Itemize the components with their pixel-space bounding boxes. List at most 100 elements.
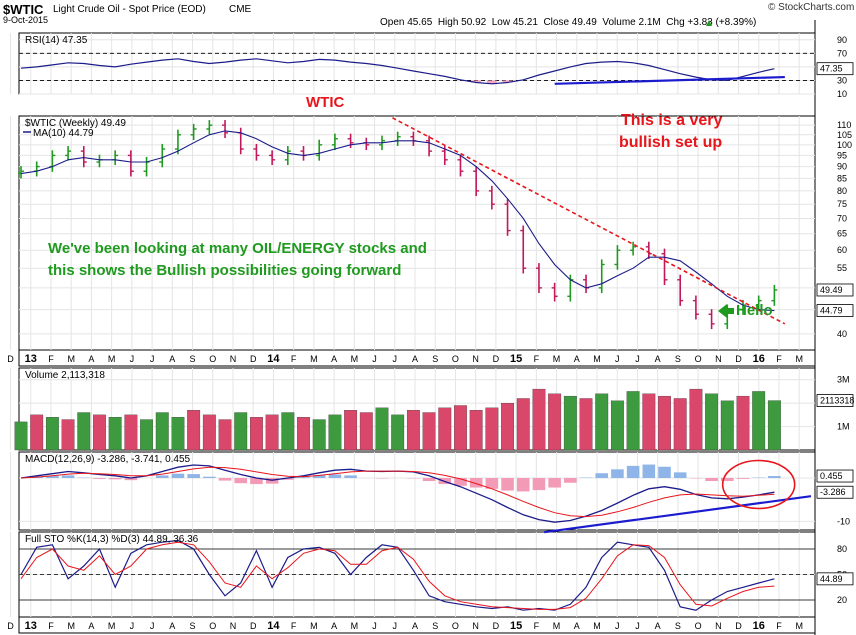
macd-histogram-bar bbox=[108, 478, 122, 480]
ohlc-bar bbox=[661, 248, 668, 285]
ohlc-bar bbox=[708, 309, 715, 330]
macd-histogram-bar bbox=[564, 478, 577, 483]
x-tick-label-top: J bbox=[150, 354, 155, 364]
header-date: 9-Oct-2015 bbox=[3, 15, 49, 25]
annotation-bullish-2: bullish set up bbox=[619, 134, 723, 151]
x-tick-label-top: F bbox=[48, 354, 54, 364]
x-tick-label-top: D bbox=[735, 354, 742, 364]
macd-histogram-bar bbox=[548, 478, 561, 488]
price-tick-label: 75 bbox=[837, 199, 847, 209]
x-tick-label-top: J bbox=[393, 354, 398, 364]
macd-histogram-bar bbox=[485, 478, 499, 489]
macd-histogram-bar bbox=[61, 475, 75, 478]
ohlc-bar bbox=[269, 150, 276, 166]
x-tick-label-bottom: S bbox=[190, 621, 196, 631]
x-tick-label-bottom: J bbox=[372, 621, 377, 631]
volume-bar bbox=[595, 393, 609, 451]
price-tick-label: 100 bbox=[837, 140, 852, 150]
x-tick-label-bottom: F bbox=[776, 621, 782, 631]
annotation-bullish-1: This is a very bbox=[621, 112, 723, 129]
x-tick-label-top: F bbox=[534, 354, 540, 364]
x-tick-label-top: M bbox=[310, 354, 318, 364]
header-name: Light Crude Oil - Spot Price (EOD) bbox=[53, 4, 206, 15]
x-tick-label-bottom: M bbox=[67, 621, 75, 631]
volume-bar bbox=[171, 417, 185, 451]
volume-bar bbox=[406, 410, 420, 451]
volume-value-label: 2113318 bbox=[820, 396, 854, 406]
ohlc-bar bbox=[206, 120, 213, 135]
rsi-oversold-fill bbox=[502, 80, 513, 83]
x-tick-label-top: S bbox=[675, 354, 681, 364]
volume-bar bbox=[14, 421, 28, 451]
x-tick-label-bottom: A bbox=[655, 621, 661, 631]
macd-value-value-label: -3.286 bbox=[820, 487, 846, 497]
x-tick-label-top: S bbox=[190, 354, 196, 364]
price-tick-label: 95 bbox=[837, 150, 847, 160]
x-tick-label-top: J bbox=[372, 354, 377, 364]
x-tick-label-top: M bbox=[67, 354, 75, 364]
ohlc-bar bbox=[347, 133, 354, 149]
x-tick-label-top: D bbox=[493, 354, 500, 364]
sto-badge bbox=[816, 572, 854, 586]
price-tick-label: 85 bbox=[837, 173, 847, 183]
macd-hist-badge bbox=[816, 469, 854, 483]
volume-bar bbox=[93, 414, 106, 451]
volume-bar bbox=[250, 417, 263, 451]
ohlc-bar bbox=[65, 146, 72, 161]
x-tick-label-bottom: D bbox=[493, 621, 500, 631]
macd-histogram-bar bbox=[344, 475, 357, 478]
macd-signal-line bbox=[20, 466, 775, 518]
volume-bar bbox=[736, 395, 750, 451]
volume-bar bbox=[202, 414, 216, 451]
volume-bar bbox=[391, 414, 405, 451]
ohlc-bar bbox=[630, 241, 637, 256]
ohlc-bar bbox=[190, 123, 197, 140]
x-tick-label-bottom: A bbox=[412, 621, 418, 631]
volume-bar bbox=[485, 407, 499, 451]
ohlc-bar bbox=[331, 133, 338, 151]
price-legend-ma: MA(10) 44.79 bbox=[33, 128, 94, 139]
price-close-value-label: 49.49 bbox=[820, 285, 843, 295]
header-symbol: $WTIC bbox=[3, 2, 44, 17]
price-tick-label: 110 bbox=[837, 120, 851, 130]
macd-histogram-bar bbox=[187, 474, 200, 478]
price-legend-series: $WTIC (Weekly) 49.49 bbox=[25, 118, 126, 129]
ohlc-bar bbox=[457, 154, 464, 177]
chart-header: $WTIC Light Crude Oil - Spot Price (EOD)… bbox=[0, 0, 856, 28]
ohlc-bar bbox=[284, 146, 291, 166]
x-tick-label-bottom: O bbox=[452, 621, 459, 631]
price-tick-label: 90 bbox=[837, 162, 847, 172]
x-tick-label-top: M bbox=[593, 354, 601, 364]
volume-bar bbox=[438, 407, 452, 451]
x-tick-label-top: D bbox=[7, 354, 14, 364]
macd-histogram-bar bbox=[155, 475, 169, 478]
x-tick-label-bottom: F bbox=[291, 621, 297, 631]
x-tick-label-bottom: N bbox=[230, 621, 237, 631]
volume-bar bbox=[108, 417, 122, 451]
ohlc-bar bbox=[159, 143, 166, 168]
macd-histogram-bar bbox=[454, 478, 467, 486]
x-tick-label-bottom: M bbox=[108, 621, 116, 631]
x-tick-label-bottom: A bbox=[574, 621, 580, 631]
ohlc-bar bbox=[222, 120, 229, 139]
ohlc-bar bbox=[253, 143, 260, 161]
volume-bar bbox=[281, 412, 295, 451]
volume-bar bbox=[297, 417, 310, 451]
x-tick-label-bottom: F bbox=[534, 621, 540, 631]
volume-badge bbox=[816, 394, 854, 407]
macd-trendline bbox=[544, 495, 812, 534]
rsi-tick-label: 30 bbox=[837, 75, 847, 85]
x-tick-label-top: 15 bbox=[510, 353, 522, 365]
macd-histogram-bar bbox=[422, 478, 436, 482]
x-tick-label-bottom: M bbox=[351, 621, 359, 631]
x-tick-label-bottom: N bbox=[472, 621, 479, 631]
macd-title: MACD(12,26,9) -3.286, -3.741, 0.455 bbox=[25, 454, 191, 465]
volume-bar bbox=[218, 419, 232, 451]
ohlc-bar bbox=[473, 166, 480, 197]
volume-bar bbox=[767, 400, 781, 451]
price-tick-label: 60 bbox=[837, 245, 847, 255]
volume-bar bbox=[532, 388, 546, 451]
annotation-oil-2: this shows the Bullish possibilities goi… bbox=[48, 262, 402, 279]
macd-histogram-bar bbox=[595, 473, 609, 478]
macd-histogram-bar bbox=[250, 478, 263, 485]
